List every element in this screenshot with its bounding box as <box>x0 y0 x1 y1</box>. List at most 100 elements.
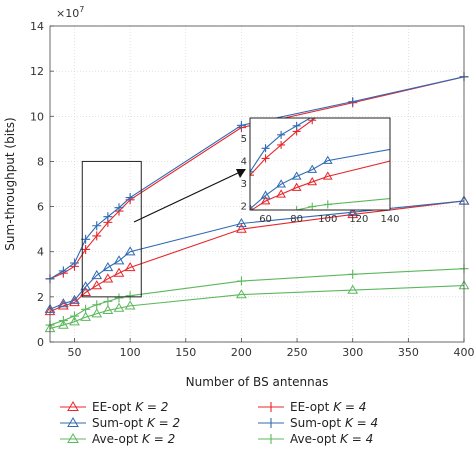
legend-item: Sum-opt K = 2 <box>60 416 180 430</box>
data-point <box>230 208 238 215</box>
data-point <box>58 316 68 326</box>
data-point <box>291 171 302 180</box>
data-point <box>113 267 125 277</box>
data-point <box>277 130 286 139</box>
data-point <box>92 231 102 241</box>
data-point <box>69 311 79 321</box>
y-tick-label: 14 <box>30 20 44 33</box>
y-tick-label: 6 <box>37 201 44 214</box>
data-point <box>125 193 135 203</box>
series-line <box>250 148 390 210</box>
data-point <box>80 286 91 296</box>
inset-background <box>250 118 390 210</box>
data-point <box>125 291 135 301</box>
data-point <box>260 196 271 205</box>
data-point <box>311 118 313 121</box>
data-point <box>276 189 286 198</box>
data-point <box>236 223 247 233</box>
data-point <box>261 144 270 153</box>
data-point <box>280 209 282 210</box>
data-point <box>261 154 270 163</box>
legend: EE-opt K = 2 EE-opt K = 4 Sum-opt K = 2 Sum… <box>60 400 378 446</box>
inset-x-tick-label: 80 <box>290 214 303 225</box>
data-point <box>322 171 333 180</box>
series-3 <box>45 72 469 284</box>
legend-marker <box>67 417 79 427</box>
data-point <box>91 269 103 280</box>
data-point <box>124 300 136 310</box>
x-tick-label: 300 <box>342 346 363 359</box>
series-5 <box>280 198 390 210</box>
data-point <box>91 308 103 318</box>
zoom-arrow <box>133 169 246 223</box>
y-tick-label: 10 <box>30 110 44 123</box>
data-point <box>260 190 271 199</box>
data-point <box>69 258 79 268</box>
y-tick-label: 4 <box>37 246 44 259</box>
data-point <box>57 300 69 310</box>
data-point <box>236 120 246 130</box>
legend-label: Ave-opt K = 4 <box>290 432 373 446</box>
data-point <box>236 218 247 228</box>
inset-y-tick-label: 3 <box>241 179 247 190</box>
series-3 <box>230 118 313 184</box>
x-tick-label: 100 <box>120 346 141 359</box>
data-point <box>91 280 103 290</box>
inset-series <box>212 118 390 221</box>
y-tick-label: 2 <box>37 291 44 304</box>
inset-y-tick-label: 2 <box>241 202 247 213</box>
data-point <box>80 281 91 291</box>
data-point <box>307 164 318 173</box>
data-point <box>80 311 91 321</box>
x-tick-label: 150 <box>175 346 196 359</box>
zoom-box <box>81 160 142 298</box>
data-point <box>102 273 114 283</box>
inset-x-tick-label: 140 <box>380 214 399 225</box>
data-point <box>230 176 238 184</box>
data-point <box>250 171 254 180</box>
data-point <box>81 304 91 314</box>
data-point <box>102 304 114 315</box>
data-point <box>276 179 286 188</box>
x-axis-label: Number of BS antennas <box>186 375 329 389</box>
data-point <box>102 262 114 272</box>
series-5 <box>45 264 469 330</box>
data-point <box>291 182 302 191</box>
inset-x-ticks: 60 80 100 120 140 <box>259 214 399 225</box>
data-point <box>69 316 80 326</box>
series-line <box>49 285 465 329</box>
legend-item: EE-opt K = 2 <box>60 400 168 414</box>
data-point <box>114 293 124 303</box>
data-point <box>92 221 102 231</box>
data-point <box>69 297 80 307</box>
legend-item: Ave-opt K = 4 <box>258 432 373 446</box>
x-tick-label: 350 <box>398 346 419 359</box>
data-point <box>236 289 247 299</box>
inset-frame <box>249 117 391 211</box>
legend-marker <box>67 433 79 443</box>
data-point <box>124 246 136 256</box>
y-tick-label: 8 <box>37 155 44 168</box>
legend-marker <box>266 434 276 444</box>
legend-item: Sum-opt K = 4 <box>258 416 378 430</box>
legend-item: EE-opt K = 4 <box>258 400 366 414</box>
series-line <box>250 160 390 210</box>
data-point <box>69 294 80 304</box>
y-axis-ticks: 0 2 4 6 8 10 12 14 <box>30 20 54 349</box>
y-multiplier-label: ×107 <box>56 5 84 20</box>
data-point <box>57 319 69 329</box>
data-point <box>348 269 358 279</box>
data-point <box>124 262 136 272</box>
inset-chart: 60 80 100 120 140 2 3 4 5 <box>212 117 400 225</box>
data-point <box>92 300 102 310</box>
x-tick-label: 250 <box>287 346 308 359</box>
x-tick-label: 400 <box>454 346 474 359</box>
series-2 <box>44 195 470 313</box>
y-tick-label: 0 <box>37 336 44 349</box>
inset-x-tick-label: 120 <box>349 214 368 225</box>
legend-marker <box>266 402 276 412</box>
data-point <box>113 255 125 265</box>
y-tick-label: 12 <box>30 65 44 78</box>
data-point <box>212 214 220 221</box>
data-point <box>103 212 113 222</box>
